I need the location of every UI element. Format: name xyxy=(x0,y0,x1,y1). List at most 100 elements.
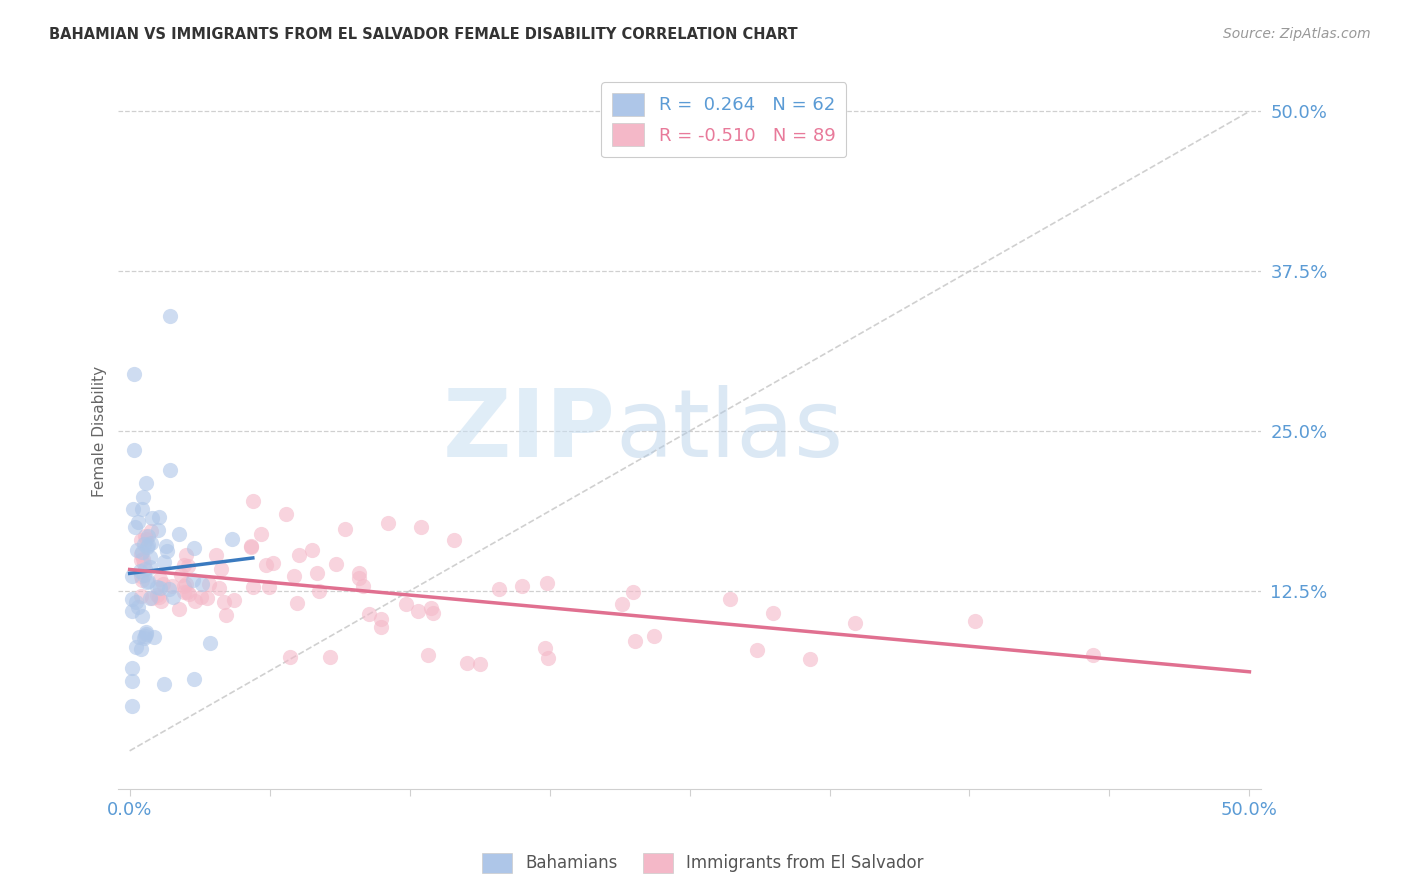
Point xyxy=(488,582,510,596)
Point xyxy=(121,604,143,618)
Point xyxy=(129,547,152,561)
Point xyxy=(624,634,647,648)
Point xyxy=(148,523,170,537)
Point xyxy=(183,541,205,556)
Point xyxy=(125,640,148,655)
Point xyxy=(141,511,163,525)
Point xyxy=(195,591,218,605)
Point xyxy=(131,501,153,516)
Point xyxy=(333,522,356,536)
Point xyxy=(190,591,212,605)
Point xyxy=(221,532,243,546)
Point xyxy=(121,673,143,688)
Point xyxy=(131,573,153,587)
Point xyxy=(156,544,179,558)
Point xyxy=(242,494,264,508)
Point xyxy=(129,533,152,548)
Point xyxy=(121,699,143,714)
Point xyxy=(240,540,263,554)
Point xyxy=(347,566,370,580)
Point xyxy=(122,502,145,516)
Point xyxy=(325,558,347,572)
Point xyxy=(419,600,441,615)
Point xyxy=(224,593,246,607)
Point xyxy=(150,594,173,608)
Point xyxy=(181,573,204,587)
Point xyxy=(283,569,305,583)
Legend: R =  0.264   N = 62, R = -0.510   N = 89: R = 0.264 N = 62, R = -0.510 N = 89 xyxy=(602,82,846,157)
Point xyxy=(170,567,193,582)
Point xyxy=(718,591,741,606)
Point xyxy=(139,524,162,538)
Y-axis label: Female Disability: Female Disability xyxy=(93,366,107,497)
Point xyxy=(200,636,222,650)
Point xyxy=(370,612,392,626)
Point xyxy=(167,527,190,541)
Point xyxy=(536,576,558,591)
Point xyxy=(370,620,392,634)
Point xyxy=(143,630,166,644)
Point xyxy=(209,562,232,576)
Point xyxy=(125,542,148,557)
Point xyxy=(184,594,207,608)
Point xyxy=(533,640,555,655)
Point xyxy=(121,591,143,606)
Point xyxy=(176,549,198,563)
Point xyxy=(152,677,174,691)
Point xyxy=(1081,648,1104,662)
Point xyxy=(288,548,311,562)
Point xyxy=(422,606,444,620)
Point xyxy=(177,559,200,574)
Point xyxy=(167,601,190,615)
Point xyxy=(183,673,205,687)
Point xyxy=(132,568,155,582)
Point xyxy=(139,536,162,550)
Point xyxy=(409,520,432,534)
Point xyxy=(162,591,184,605)
Point xyxy=(212,595,235,609)
Point xyxy=(125,595,148,609)
Point xyxy=(134,537,156,551)
Point xyxy=(416,648,439,662)
Point xyxy=(127,600,149,615)
Point xyxy=(121,661,143,675)
Point xyxy=(173,558,195,572)
Point xyxy=(456,656,478,670)
Point xyxy=(762,607,785,621)
Point xyxy=(131,641,153,656)
Point xyxy=(278,650,301,665)
Point xyxy=(747,643,769,657)
Point xyxy=(145,581,167,595)
Point xyxy=(136,538,159,552)
Point xyxy=(319,650,342,665)
Point xyxy=(352,579,374,593)
Point xyxy=(127,515,149,529)
Point xyxy=(643,629,665,643)
Point xyxy=(173,585,195,599)
Point xyxy=(122,367,145,381)
Point xyxy=(134,529,156,543)
Point xyxy=(128,631,150,645)
Point xyxy=(301,543,323,558)
Point xyxy=(131,544,153,558)
Point xyxy=(148,590,170,604)
Point xyxy=(131,490,153,504)
Point xyxy=(153,555,176,569)
Point xyxy=(135,475,157,490)
Point xyxy=(121,568,143,582)
Text: Source: ZipAtlas.com: Source: ZipAtlas.com xyxy=(1223,27,1371,41)
Point xyxy=(139,560,162,574)
Point xyxy=(377,516,399,530)
Point xyxy=(138,550,160,565)
Point xyxy=(148,572,170,586)
Point xyxy=(162,579,184,593)
Point xyxy=(204,548,226,562)
Point xyxy=(799,651,821,665)
Point xyxy=(135,627,157,641)
Point xyxy=(141,591,163,605)
Point xyxy=(250,527,273,541)
Point xyxy=(129,590,152,604)
Point xyxy=(138,591,160,605)
Point xyxy=(965,614,987,628)
Point xyxy=(257,581,280,595)
